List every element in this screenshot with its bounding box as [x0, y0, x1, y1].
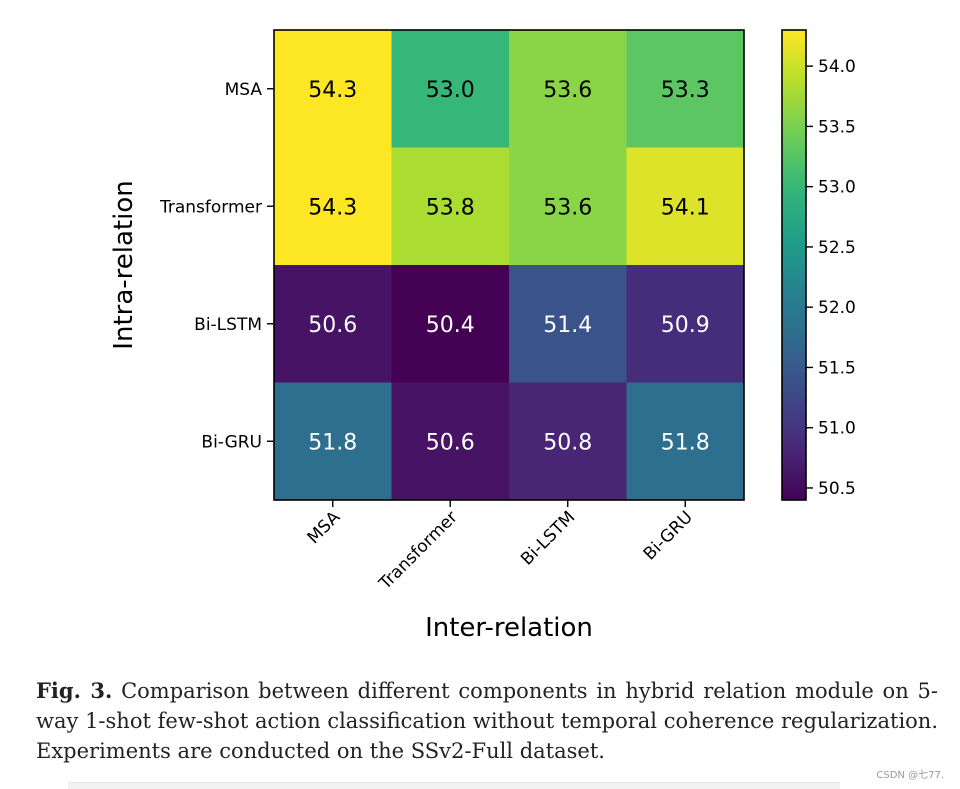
heatmap-cell	[274, 147, 392, 266]
colorbar-tick-label: 52.5	[818, 238, 856, 258]
colorbar-tick-label: 51.0	[818, 419, 856, 439]
cell-value-label: 54.3	[308, 195, 357, 220]
heatmap-cell	[509, 382, 627, 501]
heatmap-cell	[626, 382, 745, 501]
heatmap-cells	[274, 30, 745, 501]
cell-value-label: 53.6	[543, 78, 592, 103]
heatmap-cell	[626, 147, 745, 266]
y-tick-label: MSA	[225, 80, 263, 100]
plot-frame	[273, 29, 745, 501]
cell-value-label: 51.8	[308, 430, 357, 455]
cell-value-label: 53.0	[426, 78, 475, 103]
cell-value-label: 50.6	[308, 313, 357, 338]
x-axis-label: Inter-relation	[425, 613, 593, 643]
heatmap-cell	[274, 382, 392, 501]
y-tick-label: Bi-GRU	[201, 432, 262, 452]
watermark: CSDN @七77.	[876, 770, 944, 781]
y-axis-ticks: MSA Transformer Bi-LSTM Bi-GRU	[159, 80, 274, 452]
x-tick-label: Bi-LSTM	[517, 507, 579, 569]
heatmap-figure: 54.3 53.0 53.6 53.3 54.3 53.8 53.6 54.1 50.6 50.4…	[109, 29, 856, 643]
y-tick-label: Bi-LSTM	[194, 315, 262, 335]
caption-text: Comparison between different components …	[36, 679, 938, 763]
caption-label: Fig. 3.	[36, 678, 113, 703]
colorbar-tick-label: 50.5	[818, 479, 856, 499]
colorbar	[782, 30, 806, 500]
figure-caption: Fig. 3. Comparison between different com…	[36, 676, 938, 766]
heatmap-cell	[626, 265, 745, 383]
heatmap-cell-labels: 54.3 53.0 53.6 53.3 54.3 53.8 53.6 54.1 50.6 50.4…	[308, 78, 709, 456]
colorbar-tick-label: 51.5	[818, 358, 856, 378]
x-axis-ticks: MSA Transformer Bi-LSTM Bi-GRU	[304, 500, 697, 594]
heatmap-cell	[391, 30, 510, 148]
colorbar-tick-label: 53.0	[818, 178, 856, 198]
cell-value-label: 54.3	[308, 78, 357, 103]
cell-value-label: 50.8	[543, 430, 592, 455]
colorbar-ticks: 54.0 53.5 53.0 52.5 52.0 51.5 51.0 50.5	[806, 57, 856, 499]
heatmap-cell	[391, 265, 510, 383]
cell-value-label: 50.6	[426, 430, 475, 455]
heatmap-cell	[509, 147, 627, 266]
colorbar-tick-label: 54.0	[818, 57, 856, 77]
heatmap-cell	[626, 30, 745, 148]
cell-value-label: 51.4	[543, 313, 592, 338]
cell-value-label: 53.6	[543, 195, 592, 220]
colorbar-frame	[781, 29, 807, 501]
cell-value-label: 51.8	[661, 430, 710, 455]
bottom-scroll-bar	[68, 782, 840, 789]
heatmap-cell	[391, 382, 510, 501]
cell-value-label: 54.1	[661, 195, 710, 220]
cell-value-label: 50.4	[426, 313, 475, 338]
cell-value-label: 50.9	[661, 313, 710, 338]
x-tick-label: Transformer	[375, 507, 462, 594]
y-tick-label: Transformer	[159, 197, 262, 217]
heatmap-cell	[509, 265, 627, 383]
y-axis-label: Intra-relation	[109, 180, 139, 349]
colorbar-tick-label: 53.5	[818, 117, 856, 137]
heatmap-cell	[391, 147, 510, 266]
heatmap-cell	[274, 30, 392, 148]
heatmap-cell	[509, 30, 627, 148]
x-tick-label: MSA	[304, 507, 345, 548]
heatmap-cell	[274, 265, 392, 383]
cell-value-label: 53.3	[661, 78, 710, 103]
cell-value-label: 53.8	[426, 195, 475, 220]
x-tick-label: Bi-GRU	[640, 507, 697, 564]
colorbar-tick-label: 52.0	[818, 298, 856, 318]
